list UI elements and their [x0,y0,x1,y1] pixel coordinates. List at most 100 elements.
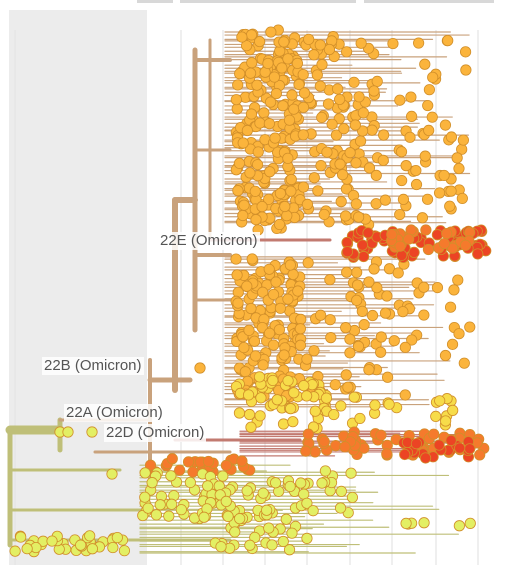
tree-tip[interactable] [142,502,154,514]
tree-tip[interactable] [316,59,328,71]
tree-tip[interactable] [396,249,408,261]
tree-tip[interactable] [282,293,294,305]
tree-tip[interactable] [277,535,289,548]
tree-tip[interactable] [150,509,163,521]
tree-tip[interactable] [184,476,196,489]
tree-tip[interactable] [335,196,347,208]
tree-tip[interactable] [231,103,243,115]
tree-tip[interactable] [202,455,215,468]
tree-tip[interactable] [230,253,242,265]
tree-tip[interactable] [298,380,310,392]
tree-tip[interactable] [408,246,420,258]
tree-tip[interactable] [86,543,98,555]
tree-tip[interactable] [308,172,320,184]
tree-tip[interactable] [264,96,277,108]
tree-tip[interactable] [229,526,241,538]
tree-tip[interactable] [396,174,408,187]
tree-tip[interactable] [472,248,484,260]
tree-tip[interactable] [340,369,352,381]
tree-tip[interactable] [453,162,465,175]
tree-tip[interactable] [254,117,266,129]
tree-tip[interactable] [397,193,410,206]
tree-tip[interactable] [263,522,275,534]
tree-tip[interactable] [418,281,430,293]
tree-tip[interactable] [139,491,151,503]
tree-tip[interactable] [252,146,264,158]
tree-tip[interactable] [245,29,258,41]
tree-tip[interactable] [314,39,326,51]
tree-tip[interactable] [265,26,277,38]
tree-tip[interactable] [420,224,432,236]
tree-tip[interactable] [348,76,360,88]
tree-tip[interactable] [453,520,465,532]
tree-tip[interactable] [356,305,368,317]
tree-tip[interactable] [431,281,444,294]
tree-tip[interactable] [377,154,389,166]
tree-tip[interactable] [232,297,244,309]
tree-tip[interactable] [274,302,287,314]
tree-tip[interactable] [366,124,378,136]
tree-tip[interactable] [301,353,313,365]
tree-tip[interactable] [458,357,470,369]
tree-tip[interactable] [144,459,157,471]
tree-tip[interactable] [355,37,367,49]
tree-tip[interactable] [419,150,431,162]
tree-tip[interactable] [274,187,287,200]
tree-tip[interactable] [273,218,286,231]
tree-tip[interactable] [400,160,412,172]
tree-tip[interactable] [422,99,434,112]
tree-tip[interactable] [231,269,243,281]
tree-tip[interactable] [319,465,331,477]
tree-tip[interactable] [107,541,119,554]
tree-tip[interactable] [363,162,376,174]
tree-tip[interactable] [439,349,452,362]
tree-tip[interactable] [334,93,346,106]
tree-tip[interactable] [421,193,434,205]
tree-tip[interactable] [342,381,354,393]
tree-tip[interactable] [182,456,195,468]
tree-tip[interactable] [405,91,417,103]
tree-tip[interactable] [283,544,296,556]
tree-tip[interactable] [253,371,266,383]
tree-tip[interactable] [257,487,269,499]
tree-tip[interactable] [9,545,21,557]
tree-tip[interactable] [245,302,257,315]
tree-tip[interactable] [301,497,313,509]
tree-tip[interactable] [371,282,383,294]
tree-tip[interactable] [238,341,250,354]
tree-tip[interactable] [165,470,177,482]
tree-tip[interactable] [244,67,257,79]
tree-tip[interactable] [352,211,365,223]
tree-tip[interactable] [358,250,370,263]
tree-tip[interactable] [278,36,290,48]
tree-tip[interactable] [430,410,442,423]
tree-tip[interactable] [422,243,435,256]
tree-tip[interactable] [330,129,343,141]
tree-tip[interactable] [370,169,382,181]
tree-tip[interactable] [261,504,273,516]
tree-tip[interactable] [453,328,465,340]
tree-tip[interactable] [269,477,282,489]
toolbar-tab-left[interactable] [137,0,173,3]
tree-tip[interactable] [388,335,400,347]
tree-tip[interactable] [315,309,327,321]
tree-tip[interactable] [459,46,472,58]
tree-tip[interactable] [334,158,346,170]
tree-tip[interactable] [318,435,330,448]
tree-tip[interactable] [448,284,460,296]
tree-tip[interactable] [286,89,298,101]
tree-tip[interactable] [249,350,262,362]
tree-tip[interactable] [332,83,344,95]
tree-tip[interactable] [308,345,320,357]
tree-tip[interactable] [293,78,305,91]
tree-tip[interactable] [403,233,415,245]
tree-tip[interactable] [324,274,336,286]
tree-tip[interactable] [267,374,279,387]
tree-tip[interactable] [230,94,242,106]
tree-tip[interactable] [252,159,264,171]
tree-tip[interactable] [233,407,246,419]
tree-tip[interactable] [263,118,275,130]
tree-tip[interactable] [399,389,411,401]
clade-label-22a[interactable]: 22A (Omicron) [64,404,165,422]
